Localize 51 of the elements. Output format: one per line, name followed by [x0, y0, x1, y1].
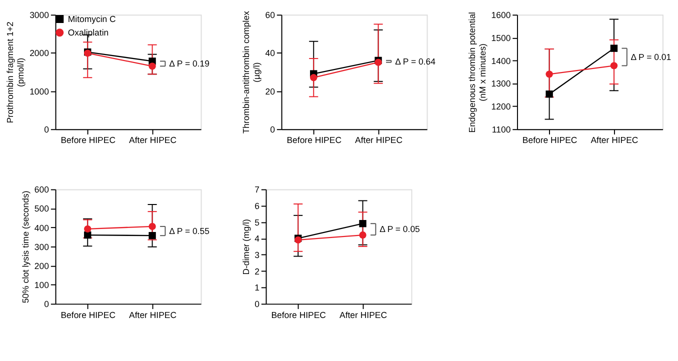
y-tick-label: 3 [254, 250, 260, 260]
x-tick-label: Before HIPEC [271, 310, 326, 320]
y-tick-label: 1600 [491, 10, 511, 20]
y-tick-label: 400 [34, 222, 50, 233]
annotation: Δ P = 0.19 [169, 58, 210, 69]
y-tick-label: 500 [34, 204, 50, 214]
y-axis-title: 50% clot lysis time (seconds) [20, 190, 31, 304]
y-tick-label: 1100 [492, 124, 511, 135]
y-tick-label: 20 [265, 86, 276, 96]
x-tick-label: Before HIPEC [522, 135, 578, 146]
y-tick-label: 1400 [491, 56, 511, 66]
y-tick-label: 7 [254, 184, 260, 195]
x-tick-label: After HIPEC [590, 135, 638, 146]
y-tick-label: 1500 [491, 32, 511, 43]
annotation: Δ P = 0.05 [380, 224, 420, 234]
x-tick-label: Before HIPEC [60, 135, 116, 146]
y-tick-label: 1300 [491, 78, 511, 89]
legend-label: Mitomycin C [68, 14, 116, 24]
annotation: Δ P = 0.01 [630, 52, 672, 62]
y-tick-label: 1000 [30, 86, 50, 96]
y-tick-label: 0 [254, 299, 260, 310]
y-tick-label: 40 [265, 48, 276, 58]
y-tick-label: 2000 [30, 48, 50, 58]
y-tick-label: 0 [44, 124, 50, 135]
x-tick-label: Before HIPEC [286, 135, 342, 146]
y-tick-label: 5 [254, 217, 260, 228]
x-tick-label: After HIPEC [355, 135, 403, 146]
annotation: Δ P = 0.55 [169, 226, 210, 236]
y-tick-label: 200 [34, 260, 50, 271]
y-tick-label: 4 [254, 234, 260, 244]
legend-label: Oxaliplatin [68, 28, 109, 38]
y-tick-label: 600 [34, 184, 50, 195]
y-tick-label: 3000 [30, 10, 50, 20]
y-tick-label: 6 [254, 200, 260, 211]
y-tick-label: 100 [34, 280, 50, 290]
x-tick-label: After HIPEC [129, 310, 177, 320]
y-tick-label: 60 [265, 10, 276, 20]
y-axis-title: Prothrombin fragment 1+2 (pmol/l) [5, 21, 26, 124]
y-axis-title: Thrombin-antithrombin complex (µg/l) [240, 10, 262, 134]
y-tick-label: 300 [34, 242, 50, 252]
y-tick-label: 1200 [491, 102, 511, 112]
annotation: Δ P = 0.64 [395, 56, 436, 66]
x-tick-label: After HIPEC [340, 310, 387, 320]
x-tick-label: Before HIPEC [60, 310, 116, 320]
y-axis-title: D-dimer (mg/l) [240, 219, 251, 275]
y-tick-label: 0 [270, 124, 276, 135]
y-tick-label: 2 [254, 266, 260, 276]
y-tick-label: 1 [254, 282, 260, 293]
y-tick-label: 0 [44, 299, 50, 310]
y-axis-title: Endogenous thrombin potential (nM x minutes) [466, 12, 488, 133]
x-tick-label: After HIPEC [129, 135, 177, 146]
